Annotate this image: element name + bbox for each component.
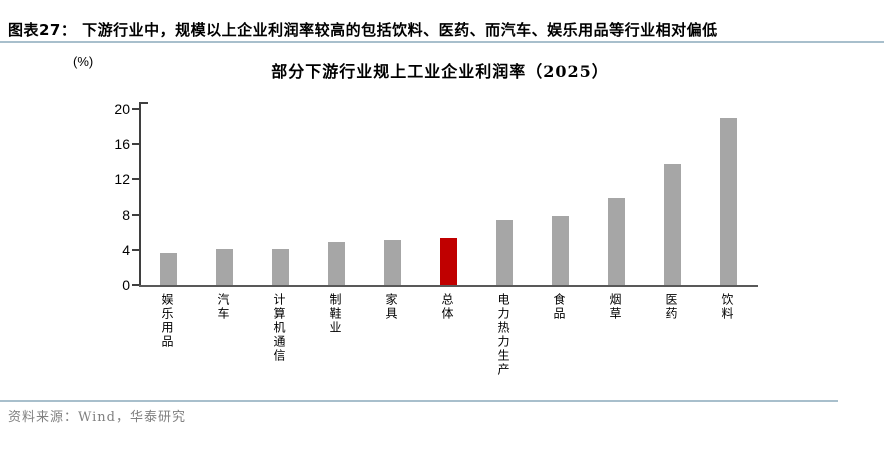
x-axis-label: 饮料 [720,293,734,321]
plot-area [132,108,758,286]
y-axis-tick [132,249,139,251]
y-axis-tick [132,108,139,110]
y-axis-labels: 0 4 8 12 16 20 [85,101,130,293]
bar [608,198,625,285]
figure-caption: 图表27： 下游行业中，规模以上企业利润率较高的包括饮料、医药、而汽车、娱乐用品… [8,21,718,39]
y-axis-tick-label: 0 [122,277,130,293]
y-axis-line [139,102,141,287]
x-axis-line [139,285,758,287]
bar [496,220,513,285]
bar [440,238,457,285]
y-axis-tick-label: 20 [114,101,130,117]
y-axis-tick-label: 4 [122,242,130,258]
x-axis-label: 烟草 [608,293,622,321]
y-axis-tick [132,143,139,145]
y-axis-tick [132,214,139,216]
y-axis-top-tick [141,102,148,104]
y-axis-tick-label: 8 [122,207,130,223]
bar [160,253,177,285]
chart-title: 部分下游行业规上工业企业利润率（2025） [271,62,609,81]
y-axis-unit-label: (%) [73,54,94,69]
bar [216,249,233,285]
x-axis-label: 制鞋业 [328,293,342,335]
x-axis-label: 电力热力生产 [496,293,510,377]
x-axis-label: 总体 [440,293,454,321]
x-axis-labels: 娱乐用品 汽车 计算机通信 制鞋业 家具 总体 电力热力生产 食品 烟草 医药 饮料 [140,293,758,403]
x-axis-label: 计算机通信 [272,293,286,363]
y-axis-tick [132,284,139,286]
x-axis-label: 娱乐用品 [160,293,174,349]
bar [664,164,681,285]
caption-divider [0,41,884,43]
bar [720,118,737,285]
y-axis-tick-label: 12 [114,171,130,187]
y-axis-tick [132,178,139,180]
x-axis-label: 汽车 [216,293,230,321]
bar [272,249,289,285]
source-note: 资料来源：Wind，华泰研究 [8,410,186,425]
bar [328,242,345,285]
bar [552,216,569,285]
x-axis-label: 医药 [664,293,678,321]
y-axis-tick-label: 16 [114,136,130,152]
source-divider [0,400,838,402]
x-axis-label: 食品 [552,293,566,321]
bar [384,240,401,285]
x-axis-label: 家具 [384,293,398,321]
